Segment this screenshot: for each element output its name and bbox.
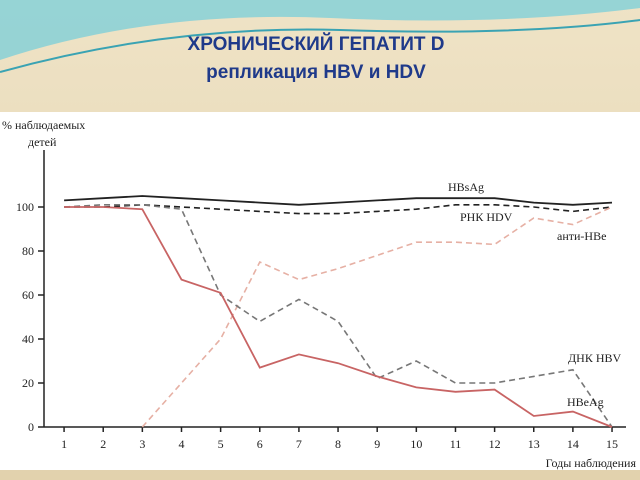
x-tick-label: 13 bbox=[528, 437, 540, 451]
chart-subtitle: репликация HBV и HDV bbox=[206, 62, 426, 83]
series-line bbox=[64, 204, 613, 428]
swoosh-line bbox=[0, 19, 640, 73]
x-tick-label: 3 bbox=[139, 437, 145, 451]
series-label: РНК HDV bbox=[460, 210, 513, 224]
x-tick-label: 10 bbox=[410, 437, 422, 451]
y-axis-label: детей bbox=[28, 135, 57, 149]
x-tick-label: 11 bbox=[450, 437, 462, 451]
series-label: анти-HBe bbox=[557, 229, 606, 243]
chart-title: ХРОНИЧЕСКИЙ ГЕПАТИТ D bbox=[188, 33, 445, 55]
x-tick-label: 1 bbox=[61, 437, 67, 451]
series-line bbox=[64, 206, 613, 428]
y-axis-label: % наблюдаемых bbox=[2, 118, 85, 132]
x-tick-label: 9 bbox=[374, 437, 380, 451]
series-label: HBsAg bbox=[448, 180, 484, 194]
y-tick-label: 20 bbox=[22, 376, 34, 390]
y-tick-label: 0 bbox=[28, 420, 34, 434]
series-label: ДНК HBV bbox=[568, 351, 622, 365]
x-tick-label: 14 bbox=[567, 437, 579, 451]
x-tick-label: 15 bbox=[606, 437, 618, 451]
x-axis-label: Годы наблюдения bbox=[546, 456, 637, 470]
x-tick-label: 12 bbox=[489, 437, 501, 451]
y-tick-label: 100 bbox=[16, 200, 34, 214]
x-tick-label: 7 bbox=[296, 437, 302, 451]
x-tick-label: 6 bbox=[257, 437, 263, 451]
series-line bbox=[64, 195, 613, 206]
y-tick-label: 40 bbox=[22, 332, 34, 346]
y-tick-label: 60 bbox=[22, 288, 34, 302]
plot-bg bbox=[0, 112, 640, 470]
series-line bbox=[141, 206, 613, 428]
x-tick-label: 5 bbox=[218, 437, 224, 451]
series-label: HBeAg bbox=[567, 395, 604, 409]
x-tick-label: 8 bbox=[335, 437, 341, 451]
swoosh bbox=[0, 0, 640, 60]
x-tick-label: 2 bbox=[100, 437, 106, 451]
x-tick-label: 4 bbox=[178, 437, 184, 451]
y-tick-label: 80 bbox=[22, 244, 34, 258]
